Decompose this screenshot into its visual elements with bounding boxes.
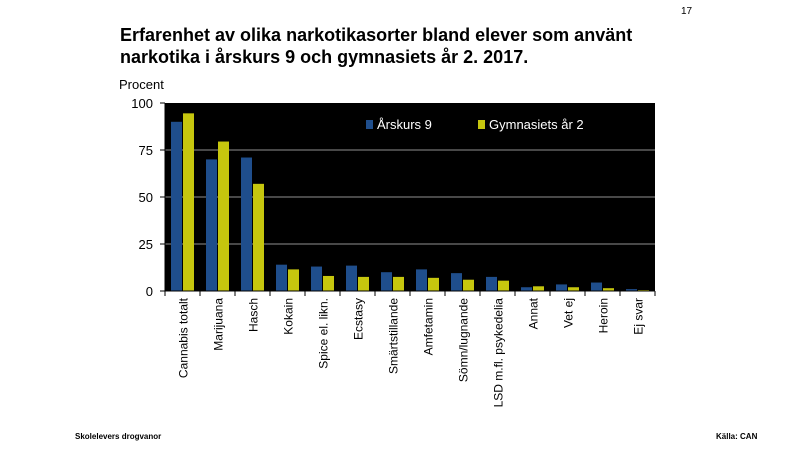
x-tick-label: Amfetamin bbox=[422, 298, 436, 355]
x-tick-label: Spice el. likn. bbox=[317, 298, 331, 369]
bar-gymnasiets-ar-2 bbox=[358, 276, 369, 291]
bar-gymnasiets-ar-2 bbox=[463, 279, 474, 291]
bar-gymnasiets-ar-2 bbox=[393, 276, 404, 291]
legend-label: Årskurs 9 bbox=[377, 117, 432, 132]
bar-gymnasiets-ar-2 bbox=[533, 286, 544, 291]
bar-arskurs-9 bbox=[521, 287, 532, 291]
bar-gymnasiets-ar-2 bbox=[183, 113, 194, 291]
chart-title: Erfarenhet av olika narkotikasorter blan… bbox=[120, 24, 720, 68]
x-tick-label: Smärtstillande bbox=[387, 298, 401, 374]
x-tick-label: Cannabis totalt bbox=[177, 297, 191, 378]
bar-gymnasiets-ar-2 bbox=[498, 280, 509, 291]
x-tick-label: Ej svar bbox=[632, 298, 646, 335]
bar-arskurs-9 bbox=[626, 289, 637, 291]
bar-arskurs-9 bbox=[241, 157, 252, 291]
x-tick-label: LSD m.fl. psykedelia bbox=[492, 298, 506, 408]
bar-arskurs-9 bbox=[346, 265, 357, 291]
bar-arskurs-9 bbox=[311, 266, 322, 291]
bar-gymnasiets-ar-2 bbox=[428, 277, 439, 291]
footer-source-left: Skolelevers drogvanor bbox=[75, 432, 162, 441]
bar-gymnasiets-ar-2 bbox=[603, 288, 614, 291]
bar-gymnasiets-ar-2 bbox=[218, 141, 229, 291]
chart-title-line-2: narkotika i årskurs 9 och gymnasiets år … bbox=[120, 47, 529, 67]
y-tick-label: 0 bbox=[146, 284, 153, 299]
x-tick-label: Kokain bbox=[282, 298, 296, 335]
bar-gymnasiets-ar-2 bbox=[288, 269, 299, 291]
x-tick-label: Sömn/lugnande bbox=[457, 298, 471, 382]
bar-gymnasiets-ar-2 bbox=[253, 183, 264, 291]
bar-arskurs-9 bbox=[381, 272, 392, 291]
footer-source-right: Källa: CAN bbox=[716, 432, 758, 441]
y-axis-label: Procent bbox=[119, 77, 164, 92]
x-tick-label: Ecstasy bbox=[352, 298, 366, 340]
chart-title-line-1: Erfarenhet av olika narkotikasorter blan… bbox=[120, 25, 633, 45]
bar-arskurs-9 bbox=[486, 276, 497, 291]
x-tick-label: Vet ej bbox=[562, 298, 576, 328]
y-tick-label: 100 bbox=[131, 96, 153, 111]
bar-arskurs-9 bbox=[556, 284, 567, 291]
legend-label: Gymnasiets år 2 bbox=[489, 117, 584, 132]
x-tick-label: Heroin bbox=[597, 298, 611, 333]
y-tick-label: 50 bbox=[139, 190, 153, 205]
bar-arskurs-9 bbox=[416, 269, 427, 291]
bar-gymnasiets-ar-2 bbox=[323, 275, 334, 291]
bar-gymnasiets-ar-2 bbox=[568, 287, 579, 291]
bar-arskurs-9 bbox=[206, 159, 217, 291]
legend-swatch bbox=[366, 120, 373, 129]
page-number: 17 bbox=[681, 6, 693, 17]
y-tick-label: 75 bbox=[139, 143, 153, 158]
bar-arskurs-9 bbox=[591, 282, 602, 291]
bar-arskurs-9 bbox=[451, 273, 462, 291]
y-tick-label: 25 bbox=[139, 237, 153, 252]
x-tick-label: Annat bbox=[527, 297, 541, 329]
x-tick-label: Hasch bbox=[247, 298, 261, 332]
bar-arskurs-9 bbox=[276, 264, 287, 291]
x-tick-label: Marijuana bbox=[212, 298, 226, 351]
legend-swatch bbox=[478, 120, 485, 129]
bar-arskurs-9 bbox=[171, 121, 182, 291]
